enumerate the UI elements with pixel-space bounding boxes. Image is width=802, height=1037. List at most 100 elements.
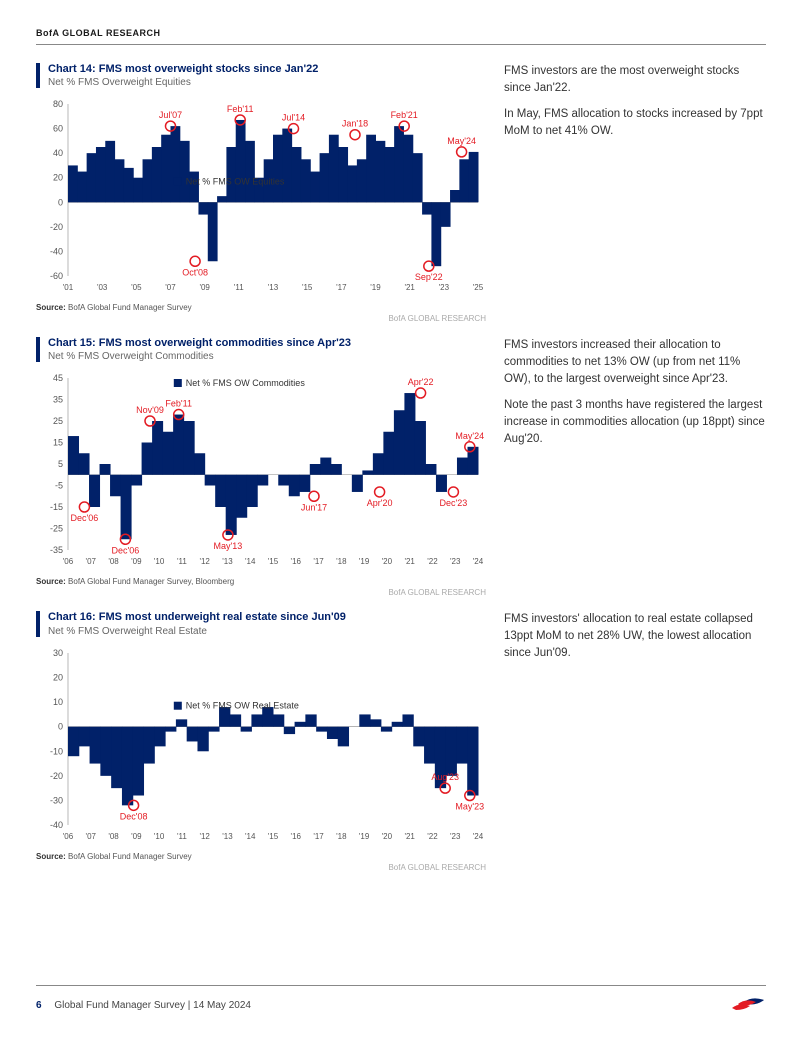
chart14-watermark: BofA GLOBAL RESEARCH <box>36 314 486 323</box>
commentary-text: In May, FMS allocation to stocks increas… <box>504 106 766 139</box>
chart15-title: Chart 15: FMS most overweight commoditie… <box>48 337 486 350</box>
svg-text:15: 15 <box>53 438 63 448</box>
page-footer: 6 Global Fund Manager Survey | 14 May 20… <box>36 985 766 1017</box>
page-number: 6 <box>36 1000 42 1011</box>
svg-text:'19: '19 <box>359 832 370 841</box>
footer-date: 14 May 2024 <box>193 1000 251 1011</box>
svg-text:-10: -10 <box>50 746 63 756</box>
svg-text:'21: '21 <box>404 557 415 566</box>
chart14-header: Chart 14: FMS most overweight stocks sin… <box>36 63 486 88</box>
svg-text:Nov'09: Nov'09 <box>136 405 164 415</box>
svg-text:'21: '21 <box>404 832 415 841</box>
chart16-subtitle: Net % FMS Overweight Real Estate <box>48 626 486 637</box>
svg-text:'15: '15 <box>268 832 279 841</box>
svg-text:40: 40 <box>53 148 63 158</box>
svg-text:45: 45 <box>53 373 63 383</box>
chart16-commentary: FMS investors' allocation to real estate… <box>504 611 766 871</box>
svg-text:-40: -40 <box>50 247 63 257</box>
chart14-subtitle: Net % FMS Overweight Equities <box>48 77 486 88</box>
bofa-logo-icon <box>730 994 766 1017</box>
svg-text:'14: '14 <box>245 832 256 841</box>
svg-text:Feb'11: Feb'11 <box>227 104 254 114</box>
svg-text:May'24: May'24 <box>447 136 476 146</box>
chart14-commentary: FMS investors are the most overweight st… <box>504 63 766 323</box>
svg-text:'15: '15 <box>302 283 313 292</box>
chart15-source: Source: BofA Global Fund Manager Survey,… <box>36 577 486 586</box>
svg-text:5: 5 <box>58 459 63 469</box>
svg-text:-20: -20 <box>50 222 63 232</box>
svg-text:'19: '19 <box>359 557 370 566</box>
svg-text:'25: '25 <box>473 283 484 292</box>
chart16-title: Chart 16: FMS most underweight real esta… <box>48 611 486 624</box>
svg-text:'13: '13 <box>222 557 233 566</box>
svg-text:30: 30 <box>53 648 63 658</box>
commentary-text: FMS investors are the most overweight st… <box>504 63 766 96</box>
svg-text:'19: '19 <box>370 283 381 292</box>
svg-text:May'13: May'13 <box>214 541 243 551</box>
svg-text:-40: -40 <box>50 820 63 830</box>
svg-text:10: 10 <box>53 697 63 707</box>
chart15-watermark: BofA GLOBAL RESEARCH <box>36 588 486 597</box>
svg-text:'20: '20 <box>382 832 393 841</box>
svg-text:20: 20 <box>53 173 63 183</box>
svg-text:'23: '23 <box>439 283 450 292</box>
svg-text:May'23: May'23 <box>455 801 484 811</box>
commentary-text: FMS investors' allocation to real estate… <box>504 611 766 661</box>
section-chart15: Chart 15: FMS most overweight commoditie… <box>36 337 766 597</box>
svg-text:Dec'06: Dec'06 <box>71 513 99 523</box>
chart16-header: Chart 16: FMS most underweight real esta… <box>36 611 486 636</box>
svg-text:-30: -30 <box>50 795 63 805</box>
svg-text:'05: '05 <box>131 283 142 292</box>
svg-text:-5: -5 <box>55 481 63 491</box>
svg-text:80: 80 <box>53 99 63 109</box>
chart14-source: Source: BofA Global Fund Manager Survey <box>36 303 486 312</box>
chart16-watermark: BofA GLOBAL RESEARCH <box>36 863 486 872</box>
svg-text:'10: '10 <box>154 832 165 841</box>
svg-text:'07: '07 <box>165 283 176 292</box>
svg-text:'12: '12 <box>199 557 210 566</box>
svg-text:'18: '18 <box>336 832 347 841</box>
chart14-plot: 806040200-20-40-60'01'03'05'07'09'11'13'… <box>36 94 486 299</box>
svg-text:Apr'22: Apr'22 <box>408 377 434 387</box>
svg-text:'09: '09 <box>131 832 142 841</box>
svg-text:0: 0 <box>58 197 63 207</box>
brand-header: BofA GLOBAL RESEARCH <box>36 28 766 45</box>
svg-text:'13: '13 <box>268 283 279 292</box>
chart14-title: Chart 14: FMS most overweight stocks sin… <box>48 63 486 76</box>
svg-text:'06: '06 <box>63 832 74 841</box>
svg-text:'17: '17 <box>313 557 324 566</box>
svg-text:'10: '10 <box>154 557 165 566</box>
svg-text:Net % FMS OW Real Estate: Net % FMS OW Real Estate <box>186 700 299 710</box>
section-chart16: Chart 16: FMS most underweight real esta… <box>36 611 766 871</box>
svg-text:35: 35 <box>53 395 63 405</box>
chart15-subtitle: Net % FMS Overweight Commodities <box>48 351 486 362</box>
svg-text:-25: -25 <box>50 524 63 534</box>
svg-text:-60: -60 <box>50 271 63 281</box>
svg-text:'15: '15 <box>268 557 279 566</box>
svg-text:Jul'07: Jul'07 <box>159 110 182 120</box>
svg-text:'09: '09 <box>199 283 210 292</box>
svg-text:Jan'18: Jan'18 <box>342 119 368 129</box>
svg-text:'14: '14 <box>245 557 256 566</box>
svg-text:'17: '17 <box>336 283 347 292</box>
svg-text:'07: '07 <box>86 832 97 841</box>
svg-text:Net % FMS OW Commodities: Net % FMS OW Commodities <box>186 378 306 388</box>
svg-text:Apr'20: Apr'20 <box>367 498 393 508</box>
svg-text:Sep'22: Sep'22 <box>415 272 443 282</box>
svg-text:'22: '22 <box>427 557 438 566</box>
svg-text:25: 25 <box>53 416 63 426</box>
svg-text:May'24: May'24 <box>455 431 484 441</box>
svg-text:'23: '23 <box>450 557 461 566</box>
svg-text:Dec'06: Dec'06 <box>112 546 140 556</box>
svg-text:-20: -20 <box>50 770 63 780</box>
section-chart14: Chart 14: FMS most overweight stocks sin… <box>36 63 766 323</box>
svg-text:-35: -35 <box>50 545 63 555</box>
svg-text:'06: '06 <box>63 557 74 566</box>
svg-text:'16: '16 <box>291 557 302 566</box>
svg-text:'08: '08 <box>108 832 119 841</box>
svg-text:Dec'08: Dec'08 <box>120 811 148 821</box>
svg-text:Oct'08: Oct'08 <box>182 267 208 277</box>
svg-text:-15: -15 <box>50 502 63 512</box>
svg-text:'23: '23 <box>450 832 461 841</box>
svg-text:'24: '24 <box>473 832 484 841</box>
